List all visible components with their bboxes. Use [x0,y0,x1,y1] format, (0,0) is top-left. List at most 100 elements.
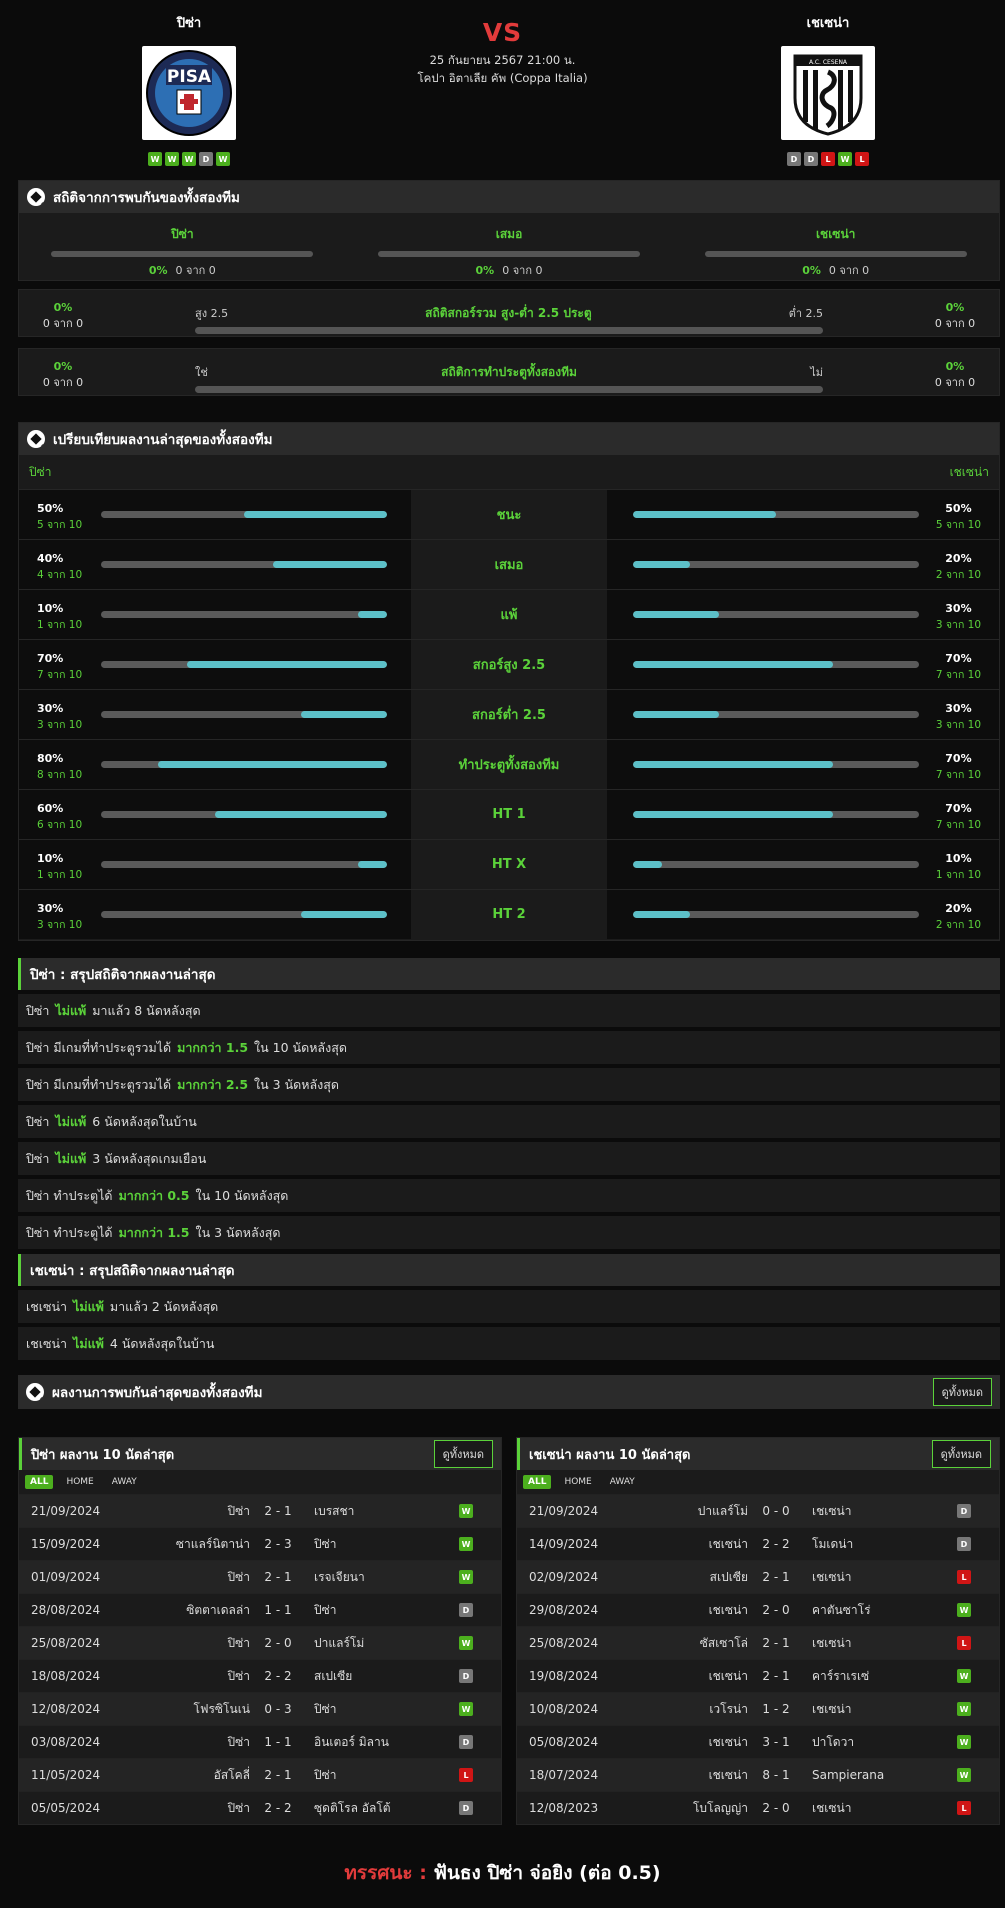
match-row[interactable]: 05/08/2024 เชเซน่า 3 - 1 ปาโดวา W [517,1725,999,1758]
match-row[interactable]: 14/09/2024 เชเซน่า 2 - 2 โมเดน่า D [517,1527,999,1560]
compare-away-value: 70% 7 จาก 10 [936,750,981,784]
recent-h2h-section: ผลงานการพบกันล่าสุดของทั้งสองทีม ดูทั้งห… [18,1375,1000,1409]
match-row[interactable]: 25/08/2024 ปิซ่า 2 - 0 ปาแลร์โม่ W [19,1626,501,1659]
compare-away-bar-fill [633,611,719,618]
match-row[interactable]: 21/09/2024 ปาแลร์โม่ 0 - 0 เชเซน่า D [517,1494,999,1527]
match-result-cell: W [944,1603,984,1617]
compare-away-value: 30% 3 จาก 10 [936,700,981,734]
match-row[interactable]: 03/08/2024 ปิซ่า 1 - 1 อินเตอร์ มิลาน D [19,1725,501,1758]
match-row[interactable]: 12/08/2024 โฟรซิโนเน่ 0 - 3 ปิซ่า W [19,1692,501,1725]
match-result-cell: D [446,1669,486,1683]
match-result-cell: W [944,1702,984,1716]
match-row[interactable]: 21/09/2024 ปิซ่า 2 - 1 เบรสชา W [19,1494,501,1527]
compare-home-value: 50% 5 จาก 10 [37,500,82,534]
h2h-col-label: เสมอ [495,227,523,241]
summary-item: ปิซ่า ไม่แพ้ 3 นัดหลังสุดเกมเยือน [18,1142,1000,1175]
h2h-col-away: เชเซน่า 0% 0 จาก 0 [672,225,999,281]
match-result-cell: W [446,1537,486,1551]
compare-away-count: 2 จาก 10 [935,569,981,581]
match-row[interactable]: 05/05/2024 ปิซ่า 2 - 2 ซุดติโรล อัลโต้ D [19,1791,501,1824]
summary-subject: ปิซ่า มีเกมที่ทำประตูรวมได้ [26,1076,172,1092]
match-row[interactable]: 18/08/2024 ปิซ่า 2 - 2 สเปเซีย D [19,1659,501,1692]
compare-away-pct: 70% [945,752,972,765]
match-row[interactable]: 12/08/2023 โบโลญญ่า 2 - 0 เชเซน่า L [517,1791,999,1824]
match-info: VS 25 กันยายน 2567 21:00 น. โคปา อิตาเลี… [350,18,655,87]
football-icon [27,188,45,206]
match-date: 25/08/2024 [31,1636,101,1650]
compare-away-bar [633,761,919,768]
away-last10-view-all-button[interactable]: ดูทั้งหมด [931,1440,991,1468]
match-row[interactable]: 15/09/2024 ซาแลร์นิตาน่า 2 - 3 ปิซ่า W [19,1527,501,1560]
match-result-badge: W [957,1603,971,1617]
match-home-team: เชเซน่า [708,1536,748,1551]
match-away-team: เชเซน่า [812,1569,852,1584]
match-away-team: เชเซน่า [812,1800,852,1815]
h2h-col-label: ปิซ่า [171,227,194,241]
compare-row: 50% 5 จาก 10 ชนะ 50% 5 จาก 10 [19,489,999,539]
compare-row-label: HT 2 [411,890,607,939]
h2h-stats-title: สถิติจากการพบกันของทั้งสองทีม [53,190,240,206]
match-result-badge: D [459,1801,473,1815]
match-result-cell: L [944,1636,984,1650]
away-last10-title: เชเซน่า ผลงาน 10 นัดล่าสุด [529,1447,691,1463]
summary-detail: 6 นัดหลังสุดในบ้าน [92,1113,197,1129]
verdict-label: ทรรศนะ : [344,1862,427,1884]
tab-all[interactable]: ALL [25,1475,54,1489]
match-result-cell: W [446,1570,486,1584]
match-home-team: เชเซน่า [708,1767,748,1782]
match-row[interactable]: 29/08/2024 เชเซน่า 2 - 0 คาตันซาโร่ W [517,1593,999,1626]
compare-row: 30% 3 จาก 10 HT 2 20% 2 จาก 10 [19,889,999,939]
form-badge: W [182,152,196,166]
match-row[interactable]: 02/09/2024 สเปเซีย 2 - 1 เชเซน่า L [517,1560,999,1593]
match-result-cell: W [944,1768,984,1782]
tab-home[interactable]: HOME [66,1477,94,1487]
h2h-of: 0 จาก 0 [502,264,543,277]
match-row[interactable]: 25/08/2024 ซัสเซาโล่ 2 - 1 เชเซน่า L [517,1626,999,1659]
compare-away-side: 20% 2 จาก 10 [607,540,999,589]
match-row[interactable]: 19/08/2024 เชเซน่า 2 - 1 คาร์ราเรเซ่ W [517,1659,999,1692]
form-badge: W [148,152,162,166]
tab-away[interactable]: AWAY [609,1477,635,1487]
compare-home-side: 80% 8 จาก 10 [19,740,411,789]
match-row[interactable]: 01/09/2024 ปิซ่า 2 - 1 เรจเจียนา W [19,1560,501,1593]
match-score: 8 - 1 [762,1768,790,1782]
match-home-team: เชเซน่า [708,1602,748,1617]
match-away-team: เชเซน่า [812,1701,852,1716]
match-row[interactable]: 11/05/2024 อัสโคลี่ 2 - 1 ปิซ่า L [19,1758,501,1791]
match-score: 1 - 1 [264,1735,292,1749]
compare-away-side: 50% 5 จาก 10 [607,490,999,539]
match-result-badge: W [957,1768,971,1782]
ou-right-label: ต่ำ 2.5 [788,307,823,320]
btts-right-of: 0 จาก 0 [934,376,976,389]
home-last10-view-all-button[interactable]: ดูทั้งหมด [433,1440,493,1468]
compare-home-value: 10% 1 จาก 10 [37,850,82,884]
match-row[interactable]: 28/08/2024 ซิตตาเดลล่า 1 - 1 ปิซ่า D [19,1593,501,1626]
tab-home[interactable]: HOME [564,1477,592,1487]
summary-item: ปิซ่า ไม่แพ้ มาแล้ว 8 นัดหลังสุด [18,994,1000,1027]
compare-row: 80% 8 จาก 10 ทำประตูทั้งสองทีม 70% 7 จาก 10 [19,739,999,789]
compare-away-side: 30% 3 จาก 10 [607,690,999,739]
match-home-team: ซิตตาเดลล่า [186,1602,250,1617]
tab-all[interactable]: ALL [523,1475,552,1489]
compare-home-pct: 10% [37,602,64,615]
recent-h2h-view-all-button[interactable]: ดูทั้งหมด [932,1378,992,1406]
summary-detail: ใน 3 นัดหลังสุด [254,1076,339,1092]
compare-away-pct: 20% [945,902,972,915]
compare-section: เปรียบเทียบผลงานล่าสุดของทั้งสองทีม ปิซ่… [18,422,1000,941]
home-summary-list: ปิซ่า ไม่แพ้ มาแล้ว 8 นัดหลังสุดปิซ่า มีเก… [18,994,1000,1249]
summary-item: ปิซ่า ทำประตูได้ มากกว่า 0.5 ใน 10 นัดหลัง… [18,1179,1000,1212]
match-result-badge: D [459,1603,473,1617]
match-row[interactable]: 18/07/2024 เชเซน่า 8 - 1 Sampierana W [517,1758,999,1791]
away-summary-list: เชเซน่า ไม่แพ้ มาแล้ว 2 นัดหลังสุด เชเซน่าไ… [18,1290,1000,1360]
summary-detail: มาแล้ว 2 นัดหลังสุด [109,1298,219,1314]
tab-away[interactable]: AWAY [111,1477,137,1487]
match-date: 21/09/2024 [529,1504,599,1518]
match-row[interactable]: 10/08/2024 เวโรน่า 1 - 2 เชเซน่า W [517,1692,999,1725]
home-last10-rows: 21/09/2024 ปิซ่า 2 - 1 เบรสชา W 15/09/2024 ซาแ… [19,1494,501,1824]
away-summary-title: เชเซน่า : สรุปสถิติจากผลงานล่าสุด [18,1254,1000,1286]
match-result-badge: W [459,1504,473,1518]
match-result-badge: L [459,1768,473,1782]
compare-away-bar-fill [633,511,776,518]
